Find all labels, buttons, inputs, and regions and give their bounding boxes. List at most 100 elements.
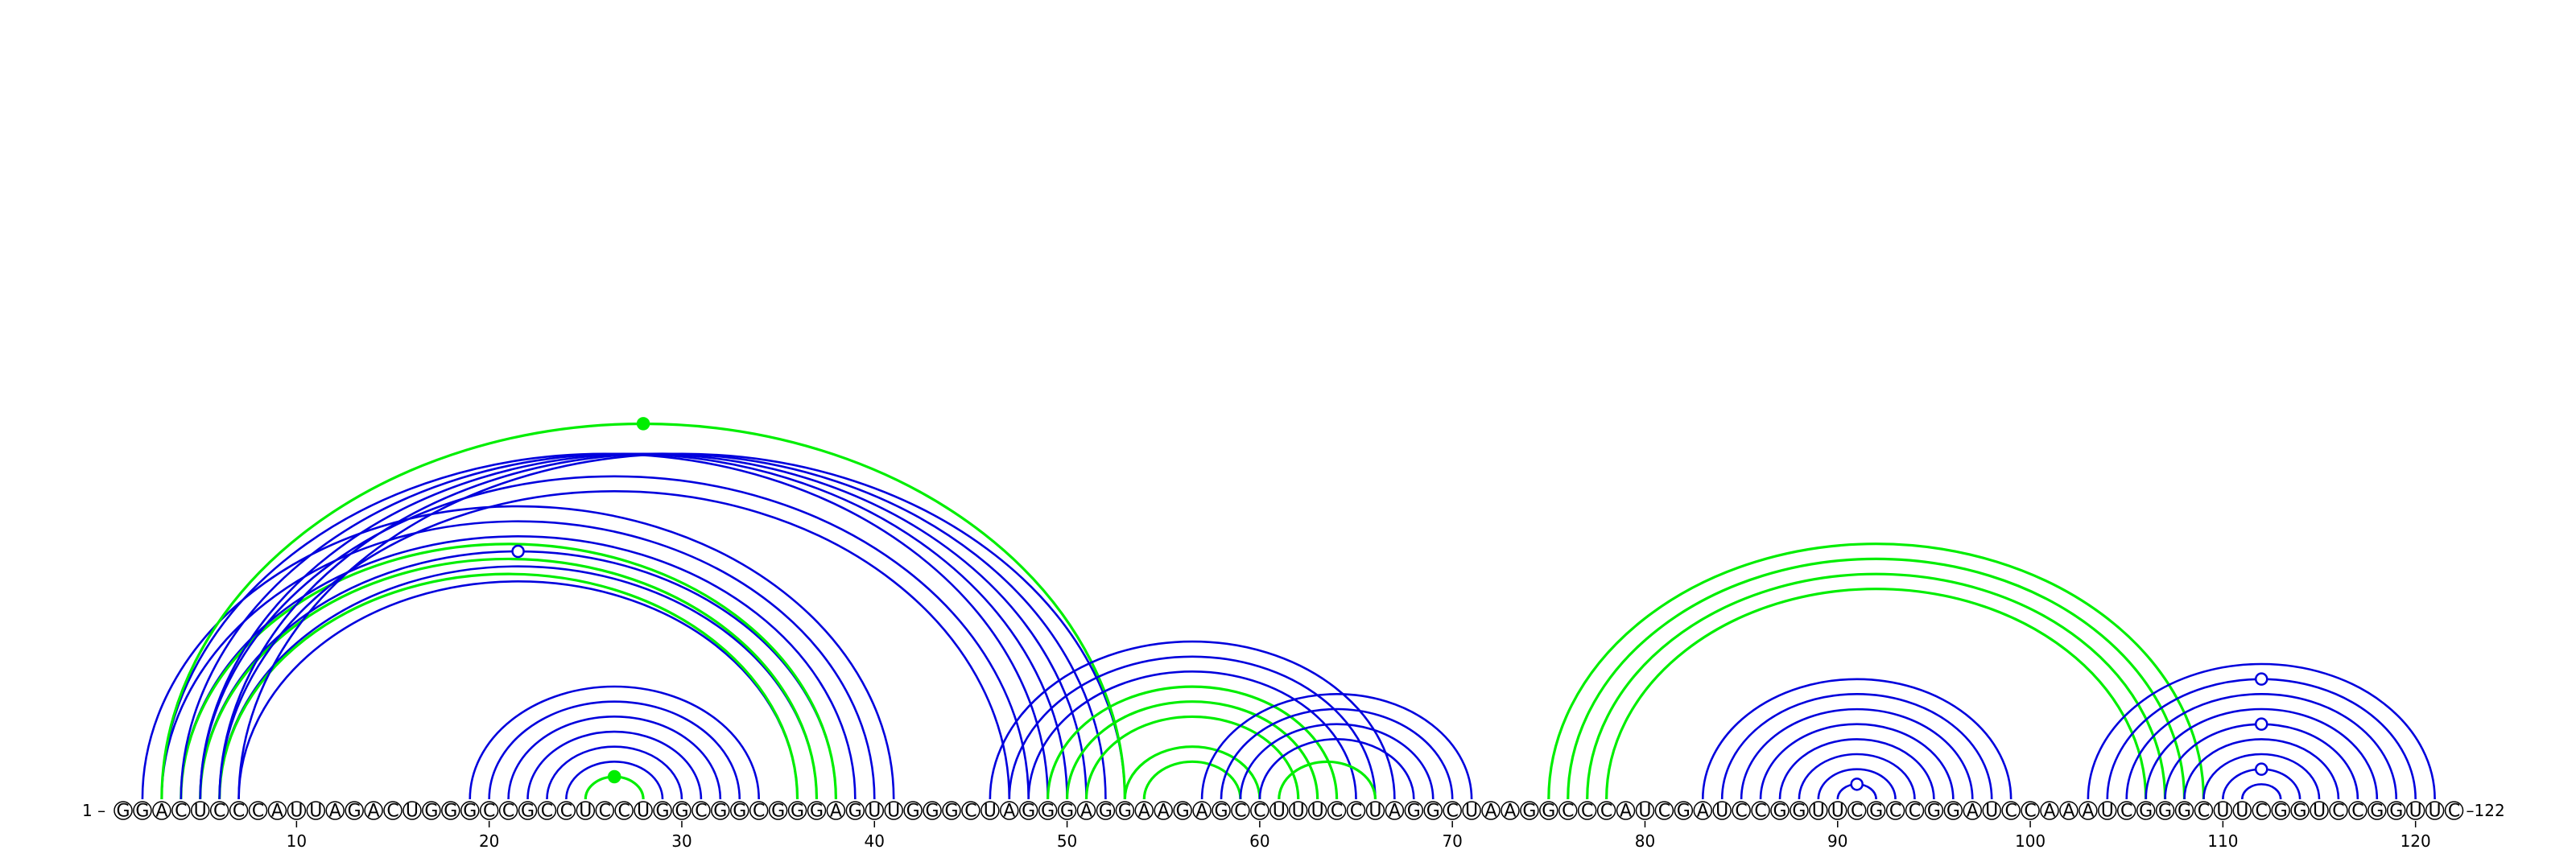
nucleotide-letter: U [1715,802,1728,822]
nucleotide-circle [1732,801,1751,820]
nucleotide-16: U [402,801,422,822]
nucleotide-circle [2252,801,2271,820]
nucleotide-letter: C [1234,802,1246,822]
nucleotide-43: G [923,801,942,822]
nucleotide-letter: A [329,802,341,822]
base-pair-arc-3-40 [160,520,876,800]
nucleotide-110: U [2213,801,2233,822]
nucleotide-circle [2194,801,2214,820]
nucleotide-circle [2368,801,2387,820]
nucleotide-letter: A [2043,802,2055,822]
nucleotide-103: A [2079,801,2098,822]
base-pair-arc-75-109 [1547,542,2206,800]
nucleotide-71: U [1462,801,1481,822]
nucleotide-circle [422,801,441,820]
nucleotide-letter: C [233,802,245,822]
nucleotide-circle [2079,801,2098,820]
nucleotide-83: A [1693,801,1713,822]
nucleotide-letter: G [2274,802,2288,822]
nucleotide-46: U [980,801,1000,822]
nucleotide-circle [1192,801,1212,820]
nucleotide-letter: C [2351,802,2363,822]
nucleotide-115: U [2310,801,2329,822]
nucleotide-circle [209,801,229,820]
nucleotide-122: C [2444,801,2464,822]
nucleotide-letter: C [1331,802,1343,822]
nucleotide-letter: C [1350,802,1362,822]
nucleotide-circle [1982,801,2001,820]
nucleotide-1: G [114,801,133,822]
nucleotide-letter: C [1562,802,1574,822]
nucleotide-33: G [730,801,749,822]
nucleotide-circle [1790,801,1809,820]
nucleotide-circle [691,801,711,820]
base-pair-arc-47-66 [1008,655,1377,800]
nucleotide-98: U [1982,801,2001,822]
nucleotide-circle [1596,801,1616,820]
nucleotide-86: C [1751,801,1770,822]
nucleotide-circle [1558,801,1578,820]
nucleotide-letter: C [502,802,514,822]
nucleotide-102: A [2059,801,2079,822]
nucleotide-circle [1847,801,1867,820]
base-pair-arc-109-115 [2202,753,2321,800]
nucleotide-circle [845,801,865,820]
base-pair-arc-105-119 [2125,693,2398,800]
arc-marker-0 [636,417,650,431]
arc-marker-4 [2254,672,2268,686]
nucleotide-40: U [865,801,885,822]
nucleotide-letter: U [290,802,303,822]
nucleotide-70: C [1443,801,1462,822]
nucleotide-circle [1076,801,1096,820]
nucleotide-circle [1674,801,1694,820]
nucleotide-circle [1693,801,1713,820]
nucleotide-62: U [1288,801,1308,822]
nucleotide-letter: C [695,802,707,822]
nucleotide-11: U [306,801,326,822]
nucleotide-letter: C [2332,802,2344,822]
nucleotide-letter: C [560,802,572,822]
nucleotide-circle [711,801,730,820]
nucleotide-letter: C [2024,802,2036,822]
nucleotide-letter: C [2120,802,2132,822]
base-pair-arc-103-121 [2087,662,2436,800]
nucleotide-circle [1924,801,1944,820]
nucleotide-letter: C [1253,802,1265,822]
tick-label-70: 70 [1442,831,1462,851]
nucleotide-36: G [787,801,807,822]
nucleotide-circle [287,801,307,820]
nucleotide-circle [2021,801,2040,820]
nucleotide-letter: G [1426,802,1440,822]
nucleotide-32: G [711,801,730,822]
nucleotide-105: C [2116,801,2136,822]
nucleotide-circle [884,801,903,820]
nucleotide-letter: G [771,802,785,822]
nucleotide-letter: G [444,802,457,822]
nucleotide-letter: A [155,802,167,822]
nucleotide-circle [325,801,345,820]
nucleotide-81: C [1654,801,1674,822]
nucleotide-112: C [2252,801,2271,822]
arcs-layer [141,422,2436,800]
nucleotide-circle [980,801,1000,820]
nucleotide-letter: C [964,802,976,822]
nucleotide-54: A [1134,801,1154,822]
nucleotide-circle [1443,801,1462,820]
nucleotide-52: G [1096,801,1116,822]
nucleotide-29: G [653,801,672,822]
nucleotide-letter: C [1658,802,1670,822]
nucleotide-58: G [1212,801,1231,822]
base-pair-arc-24-29 [565,761,664,800]
nucleotide-51: A [1076,801,1096,822]
base-pair-arc-7-53 [237,452,1126,800]
base-pair-arc-87-95 [1778,738,1935,800]
nucleotide-circle [2059,801,2079,820]
nucleotide-56: G [1173,801,1192,822]
base-pair-arc-59-69 [1239,723,1435,800]
nucleotide-letter: C [386,802,398,822]
base-pair-arc-60-68 [1258,738,1415,800]
nucleotide-letter: G [1176,802,1190,822]
nucleotide-circle [2174,801,2194,820]
nucleotide-letter: G [2178,802,2191,822]
arc-marker-6 [2254,762,2268,776]
